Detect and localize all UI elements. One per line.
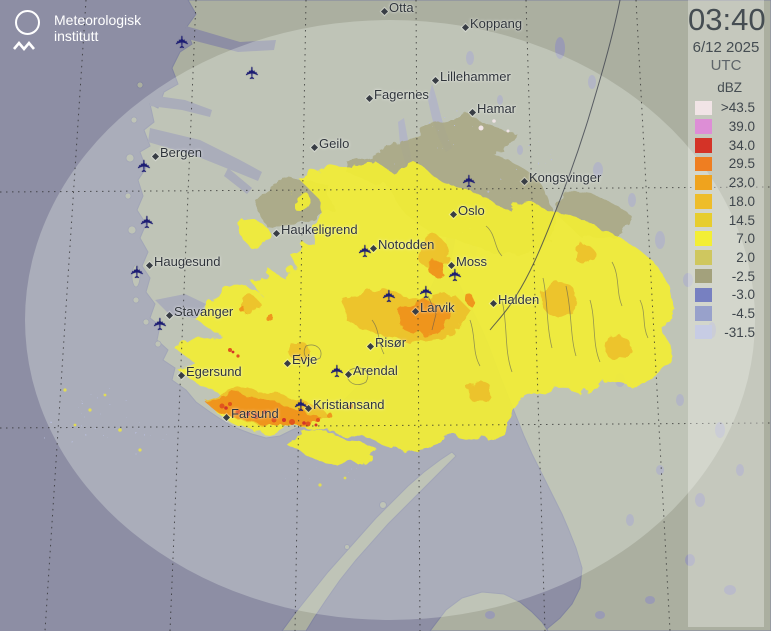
legend-value: 14.5 (728, 212, 755, 228)
met-logo-icon (12, 8, 46, 52)
legend-swatch (695, 231, 712, 246)
legend-swatch (695, 138, 712, 153)
legend-swatch (695, 268, 712, 284)
legend-swatch (695, 212, 712, 228)
legend-value: -2.5 (731, 268, 755, 284)
legend-value: 2.0 (736, 249, 755, 265)
legend-value: 39.0 (728, 119, 755, 135)
municipal-borders (303, 225, 649, 386)
legend-row: >43.5 (688, 99, 764, 118)
clock-time: 03:40 (688, 2, 766, 37)
legend-value: -31.5 (724, 324, 755, 340)
legend-row: 14.5 (688, 211, 764, 230)
logo-line2: institutt (54, 28, 99, 44)
legend-row: -2.5 (688, 267, 764, 286)
legend-value: -3.0 (731, 287, 755, 303)
legend-value: 7.0 (736, 231, 755, 247)
legend-value: 18.0 (728, 193, 755, 209)
legend-swatch (695, 119, 712, 134)
legend-swatch (695, 250, 712, 265)
legend-unit-label: dBZ (717, 79, 742, 95)
legend-value: >43.5 (720, 100, 755, 116)
echo-strong (219, 348, 320, 427)
coastal-islands (124, 81, 162, 348)
met-institute-logo: Meteorologisk institutt (12, 8, 141, 52)
logo-line1: Meteorologisk (54, 12, 142, 28)
legend-row: 39.0 (688, 117, 764, 136)
legend-row: 7.0 (688, 229, 764, 248)
legend-row: -31.5 (688, 323, 764, 342)
legend-row: -3.0 (688, 285, 764, 304)
legend-swatch (695, 156, 712, 172)
clock-date: 6/12 2025 (692, 38, 760, 56)
legend-row: 2.0 (688, 248, 764, 267)
legend-swatch (695, 100, 712, 116)
legend-swatch (695, 306, 712, 321)
legend-swatch (695, 194, 712, 209)
national-border (489, 0, 621, 331)
legend-value: 29.5 (728, 156, 755, 172)
land-denmark (281, 451, 457, 631)
echo-yellow-specks (63, 388, 347, 487)
legend-row: 29.5 (688, 155, 764, 174)
legend-value: 23.0 (728, 175, 755, 191)
legend-value: -4.5 (731, 305, 755, 321)
legend-swatch (695, 324, 712, 340)
legend-row: 18.0 (688, 192, 764, 211)
legend-panel: 03:40 6/12 2025 UTC dBZ >43.5 39.0 34.0 29.… (688, 0, 766, 627)
clock-timezone: UTC (710, 56, 742, 74)
legend-rows: >43.5 39.0 34.0 29.5 23.0 18.0 14.5 7.0 2.0 -2.5 -… (688, 99, 764, 342)
echo-bright-specks (478, 119, 510, 133)
met-logo-text: Meteorologisk institutt (54, 8, 141, 50)
legend-row: -4.5 (688, 304, 764, 323)
legend-swatch (695, 287, 712, 303)
legend-row: 34.0 (688, 136, 764, 155)
echo-orange (205, 260, 475, 426)
legend-row: 23.0 (688, 173, 764, 192)
legend-value: 34.0 (728, 137, 755, 153)
echo-red (224, 350, 318, 427)
legend-swatch (695, 175, 712, 190)
